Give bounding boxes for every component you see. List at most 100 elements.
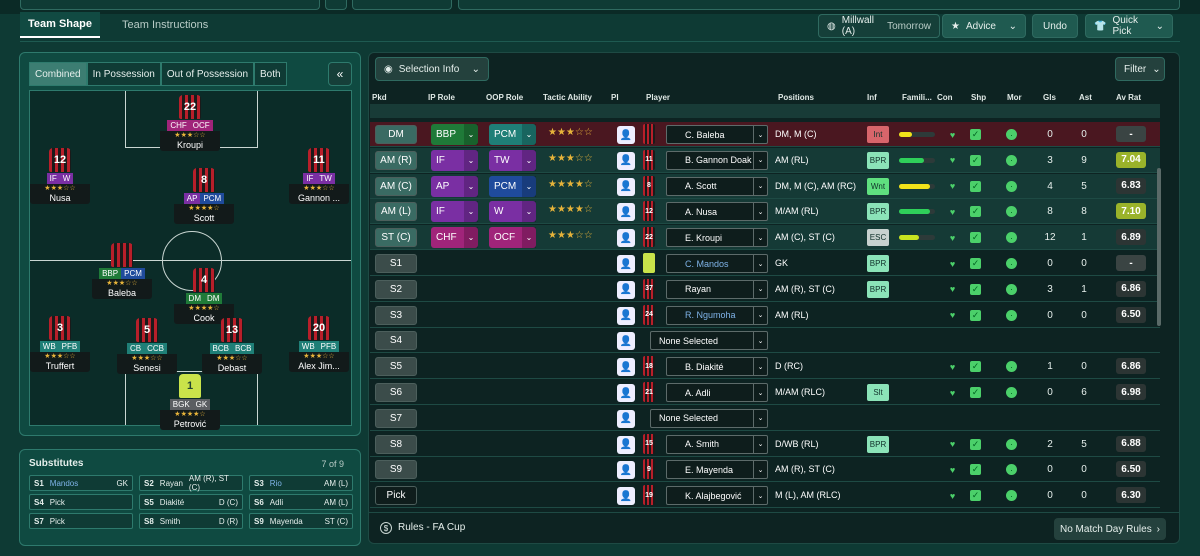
table-row[interactable]: S5 👤 18 B. Diakité ⌄ D (RC) ♥ ✓ · 1 0 6.86 [370, 354, 1160, 380]
player-instructions-icon[interactable]: 👤 [617, 126, 635, 144]
pitch-player[interactable]: BBP PCM ★★★☆☆ Baleba [92, 243, 152, 299]
filter-button[interactable]: Filter ⌄ [1115, 57, 1165, 81]
table-row[interactable]: AM (C) AP ⌄ PCM ⌄ ★★★★☆ 👤 8 A. Scott ⌄ DM, M (C), … [370, 173, 1160, 199]
oop-role-select[interactable]: PCM ⌄ [489, 124, 536, 145]
column-header[interactable]: Gls [1043, 93, 1056, 102]
table-row[interactable]: AM (L) IF ⌄ W ⌄ ★★★★☆ 👤 12 A. Nusa ⌄ M/AM (RL) BPR ♥… [370, 199, 1160, 225]
column-header[interactable]: IP Role [428, 93, 455, 102]
pitch-player[interactable]: 13 BCB BCB ★★★☆☆ Debast [202, 318, 262, 374]
pkd-slot[interactable]: S5 [375, 357, 417, 377]
player-instructions-icon[interactable]: 👤 [617, 280, 635, 299]
pkd-slot[interactable]: S2 [375, 279, 417, 299]
player-select[interactable]: A. Smith ⌄ [666, 434, 768, 454]
table-row[interactable]: S2 👤 37 Rayan ⌄ AM (R), ST (C) BPR ♥ ✓ · 3 1 6.86 [370, 277, 1160, 302]
pitch-player[interactable]: 4 DM DM ★★★★☆ Cook [174, 268, 234, 324]
match-day-rules-button[interactable]: No Match Day Rules › [1054, 518, 1166, 540]
column-header[interactable]: Tactic Ability [543, 93, 592, 102]
player-instructions-icon[interactable]: 👤 [617, 332, 635, 351]
player-select[interactable]: None Selected ⌄ [650, 408, 768, 428]
ip-role-select[interactable]: AP ⌄ [431, 175, 478, 197]
substitute-slot[interactable]: S2 Rayan AM (R), ST (C) [139, 474, 243, 492]
tab-team-shape[interactable]: Team Shape [20, 12, 100, 38]
column-header[interactable]: Pkd [372, 93, 387, 102]
top-strip[interactable] [458, 0, 1180, 10]
oop-role-select[interactable]: PCM ⌄ [489, 175, 536, 197]
pitch-player[interactable]: 20 WB PFB ★★★☆☆ Alex Jim... [289, 316, 349, 372]
undo-button[interactable]: Undo [1032, 14, 1078, 38]
substitute-slot[interactable]: S3 Rio AM (L) [249, 475, 353, 491]
pkd-slot[interactable]: AM (L) [375, 202, 417, 222]
player-instructions-icon[interactable]: 👤 [617, 229, 635, 248]
player-instructions-icon[interactable]: 👤 [617, 255, 635, 273]
column-header[interactable]: Famili... [902, 93, 932, 102]
ip-role-select[interactable]: BBP ⌄ [431, 124, 478, 145]
pkd-slot[interactable]: S7 [375, 408, 417, 428]
view-both[interactable]: Both [254, 62, 287, 86]
ip-role-select[interactable]: IF ⌄ [431, 149, 478, 171]
substitute-slot[interactable]: S5 Diakité D (C) [139, 494, 243, 510]
pkd-slot[interactable]: AM (C) [375, 176, 417, 196]
top-strip[interactable] [20, 0, 320, 10]
player-instructions-icon[interactable]: 👤 [617, 384, 635, 402]
player-select[interactable]: C. Mandos ⌄ [666, 254, 768, 273]
pkd-slot[interactable]: S9 [375, 460, 417, 480]
substitute-slot[interactable]: S4 Pick [29, 494, 133, 510]
pitch-player[interactable]: 22 CHF OCF ★★★☆☆ Kroupi [160, 95, 220, 151]
ip-role-select[interactable]: CHF ⌄ [431, 227, 478, 249]
pkd-slot[interactable]: S1 [375, 254, 417, 273]
column-header[interactable]: Positions [778, 93, 815, 102]
view-out-of-possession[interactable]: Out of Possession [160, 62, 255, 86]
rules-label[interactable]: Rules - FA Cup [398, 522, 466, 533]
player-instructions-icon[interactable]: 👤 [617, 177, 635, 196]
table-row[interactable]: AM (R) IF ⌄ TW ⌄ ★★★☆☆ 👤 11 B. Gannon Doak ⌄ AM (R… [370, 147, 1160, 173]
pkd-slot[interactable]: Pick [375, 486, 417, 506]
column-header[interactable]: PI [611, 93, 619, 102]
table-row[interactable]: S7 👤 None Selected ⌄ [370, 406, 1160, 431]
player-select[interactable]: C. Baleba ⌄ [666, 125, 768, 144]
player-select[interactable]: None Selected ⌄ [650, 331, 768, 351]
oop-role-select[interactable]: W ⌄ [489, 201, 536, 223]
table-row[interactable]: S6 👤 21 A. Adli ⌄ M/AM (RLC) Slt ♥ ✓ · 0 6 6.98 [370, 380, 1160, 405]
fixture-info[interactable]: ◍ Millwall (A) Tomorrow [818, 14, 940, 38]
player-instructions-icon[interactable]: 👤 [617, 306, 635, 325]
pkd-slot[interactable]: S3 [375, 305, 417, 325]
table-row[interactable]: S9 👤 9 E. Mayenda ⌄ AM (R), ST (C) ♥ ✓ · 0 0 6.50 [370, 457, 1160, 483]
table-row[interactable]: DM BBP ⌄ PCM ⌄ ★★★☆☆ 👤 C. Baleba ⌄ DM, M (C) Int ♥ ✓… [370, 122, 1160, 147]
pkd-slot[interactable]: S4 [375, 331, 417, 351]
column-header[interactable]: Mor [1007, 93, 1022, 102]
pitch-player[interactable]: 11 IF TW ★★★☆☆ Gannon ... [289, 148, 349, 204]
view-in-possession[interactable]: In Possession [86, 62, 161, 86]
player-select[interactable]: R. Ngumoha ⌄ [666, 305, 768, 325]
substitute-slot[interactable]: S7 Pick [29, 513, 133, 529]
top-strip[interactable] [325, 0, 347, 10]
column-header[interactable]: OOP Role [486, 93, 524, 102]
pkd-slot[interactable]: DM [375, 125, 417, 144]
player-select[interactable]: B. Gannon Doak ⌄ [666, 150, 768, 170]
oop-role-select[interactable]: OCF ⌄ [489, 227, 536, 249]
pitch-player[interactable]: 12 IF W ★★★☆☆ Nusa [30, 148, 90, 204]
top-strip[interactable] [352, 0, 452, 10]
table-row[interactable]: Pick 👤 19 K. Alajbegović ⌄ M (L), AM (RLC) ♥ ✓ ·… [370, 483, 1160, 509]
table-row[interactable]: S4 👤 None Selected ⌄ [370, 328, 1160, 354]
player-instructions-icon[interactable]: 👤 [617, 487, 635, 506]
selection-info-button[interactable]: ◉ Selection Info ⌄ [375, 57, 489, 81]
quick-pick-button[interactable]: 👕 Quick Pick ⌄ [1085, 14, 1173, 38]
collapse-button[interactable]: « [328, 62, 352, 86]
player-instructions-icon[interactable]: 👤 [617, 409, 635, 428]
substitute-slot[interactable]: S6 Adli AM (L) [249, 494, 353, 510]
pkd-slot[interactable]: ST (C) [375, 228, 417, 248]
pitch-player[interactable]: 3 WB PFB ★★★☆☆ Truffert [30, 316, 90, 372]
player-instructions-icon[interactable]: 👤 [617, 203, 635, 222]
column-header[interactable]: Inf [867, 93, 877, 102]
pkd-slot[interactable]: AM (R) [375, 150, 417, 170]
scrollbar[interactable] [1157, 168, 1161, 326]
table-row[interactable]: ST (C) CHF ⌄ OCF ⌄ ★★★☆☆ 👤 22 E. Kroupi ⌄ AM (C), … [370, 225, 1160, 251]
table-row[interactable]: S3 👤 24 R. Ngumoha ⌄ AM (RL) ♥ ✓ · 0 0 6.50 [370, 303, 1160, 328]
pkd-slot[interactable]: S6 [375, 383, 417, 402]
player-select[interactable]: K. Alajbegović ⌄ [666, 486, 768, 506]
column-header[interactable]: Player [646, 93, 671, 102]
player-select[interactable]: B. Diakité ⌄ [666, 357, 768, 377]
view-combined[interactable]: Combined [29, 62, 87, 86]
column-header[interactable]: Con [937, 93, 953, 102]
player-select[interactable]: A. Nusa ⌄ [666, 202, 768, 222]
